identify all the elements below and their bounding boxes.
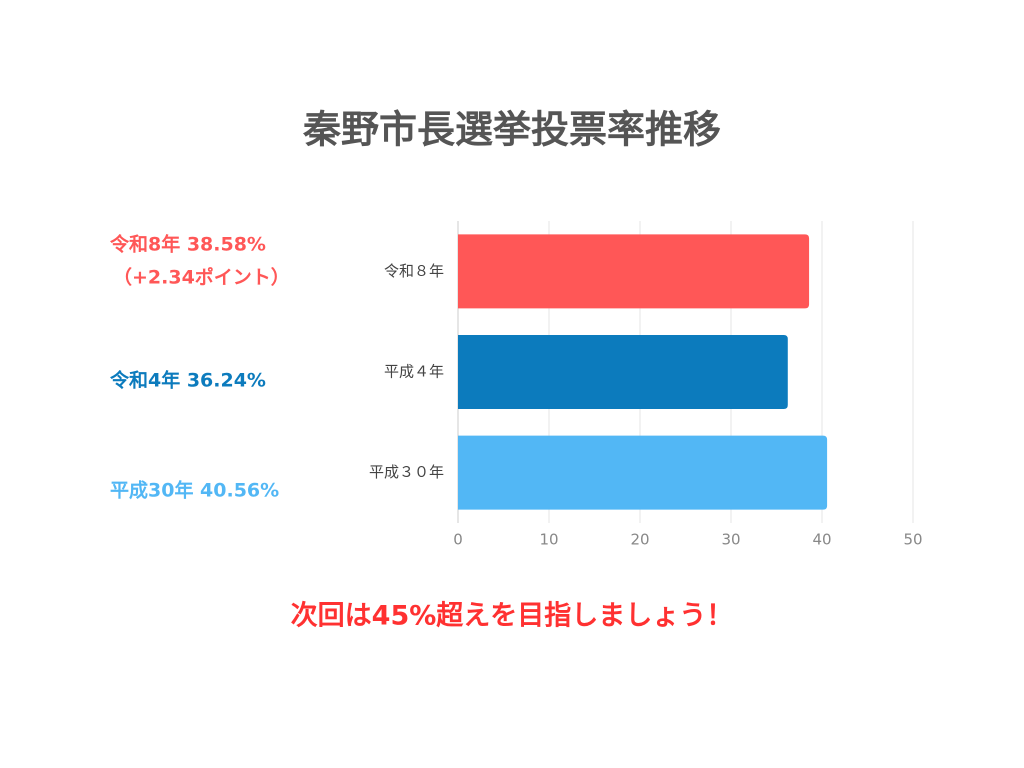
x-tick-label: 50 [903, 531, 922, 549]
x-tick-label: 40 [812, 531, 831, 549]
chart-title: 秦野市長選挙投票率推移 [302, 108, 721, 152]
x-tick-label: 20 [630, 531, 649, 549]
x-tick-label: 10 [539, 531, 558, 549]
annotation: 平成30年 40.56% [110, 479, 279, 502]
y-tick-label: 平成３０年 [369, 463, 444, 481]
x-tick-label: 0 [453, 531, 463, 549]
annotation: 令和4年 36.24% [110, 369, 266, 392]
annotation: （+2.34ポイント） [113, 266, 290, 289]
y-tick-label: 令和８年 [384, 262, 444, 280]
footer: 次回は45%超えを目指しましょう！ [291, 601, 734, 632]
bar [458, 335, 788, 409]
x-tick-label: 30 [721, 531, 740, 549]
bar [458, 234, 810, 309]
y-tick-label: 平成４年 [384, 363, 444, 381]
bar [458, 435, 828, 510]
annotation: 令和8年 38.58% [110, 233, 266, 256]
